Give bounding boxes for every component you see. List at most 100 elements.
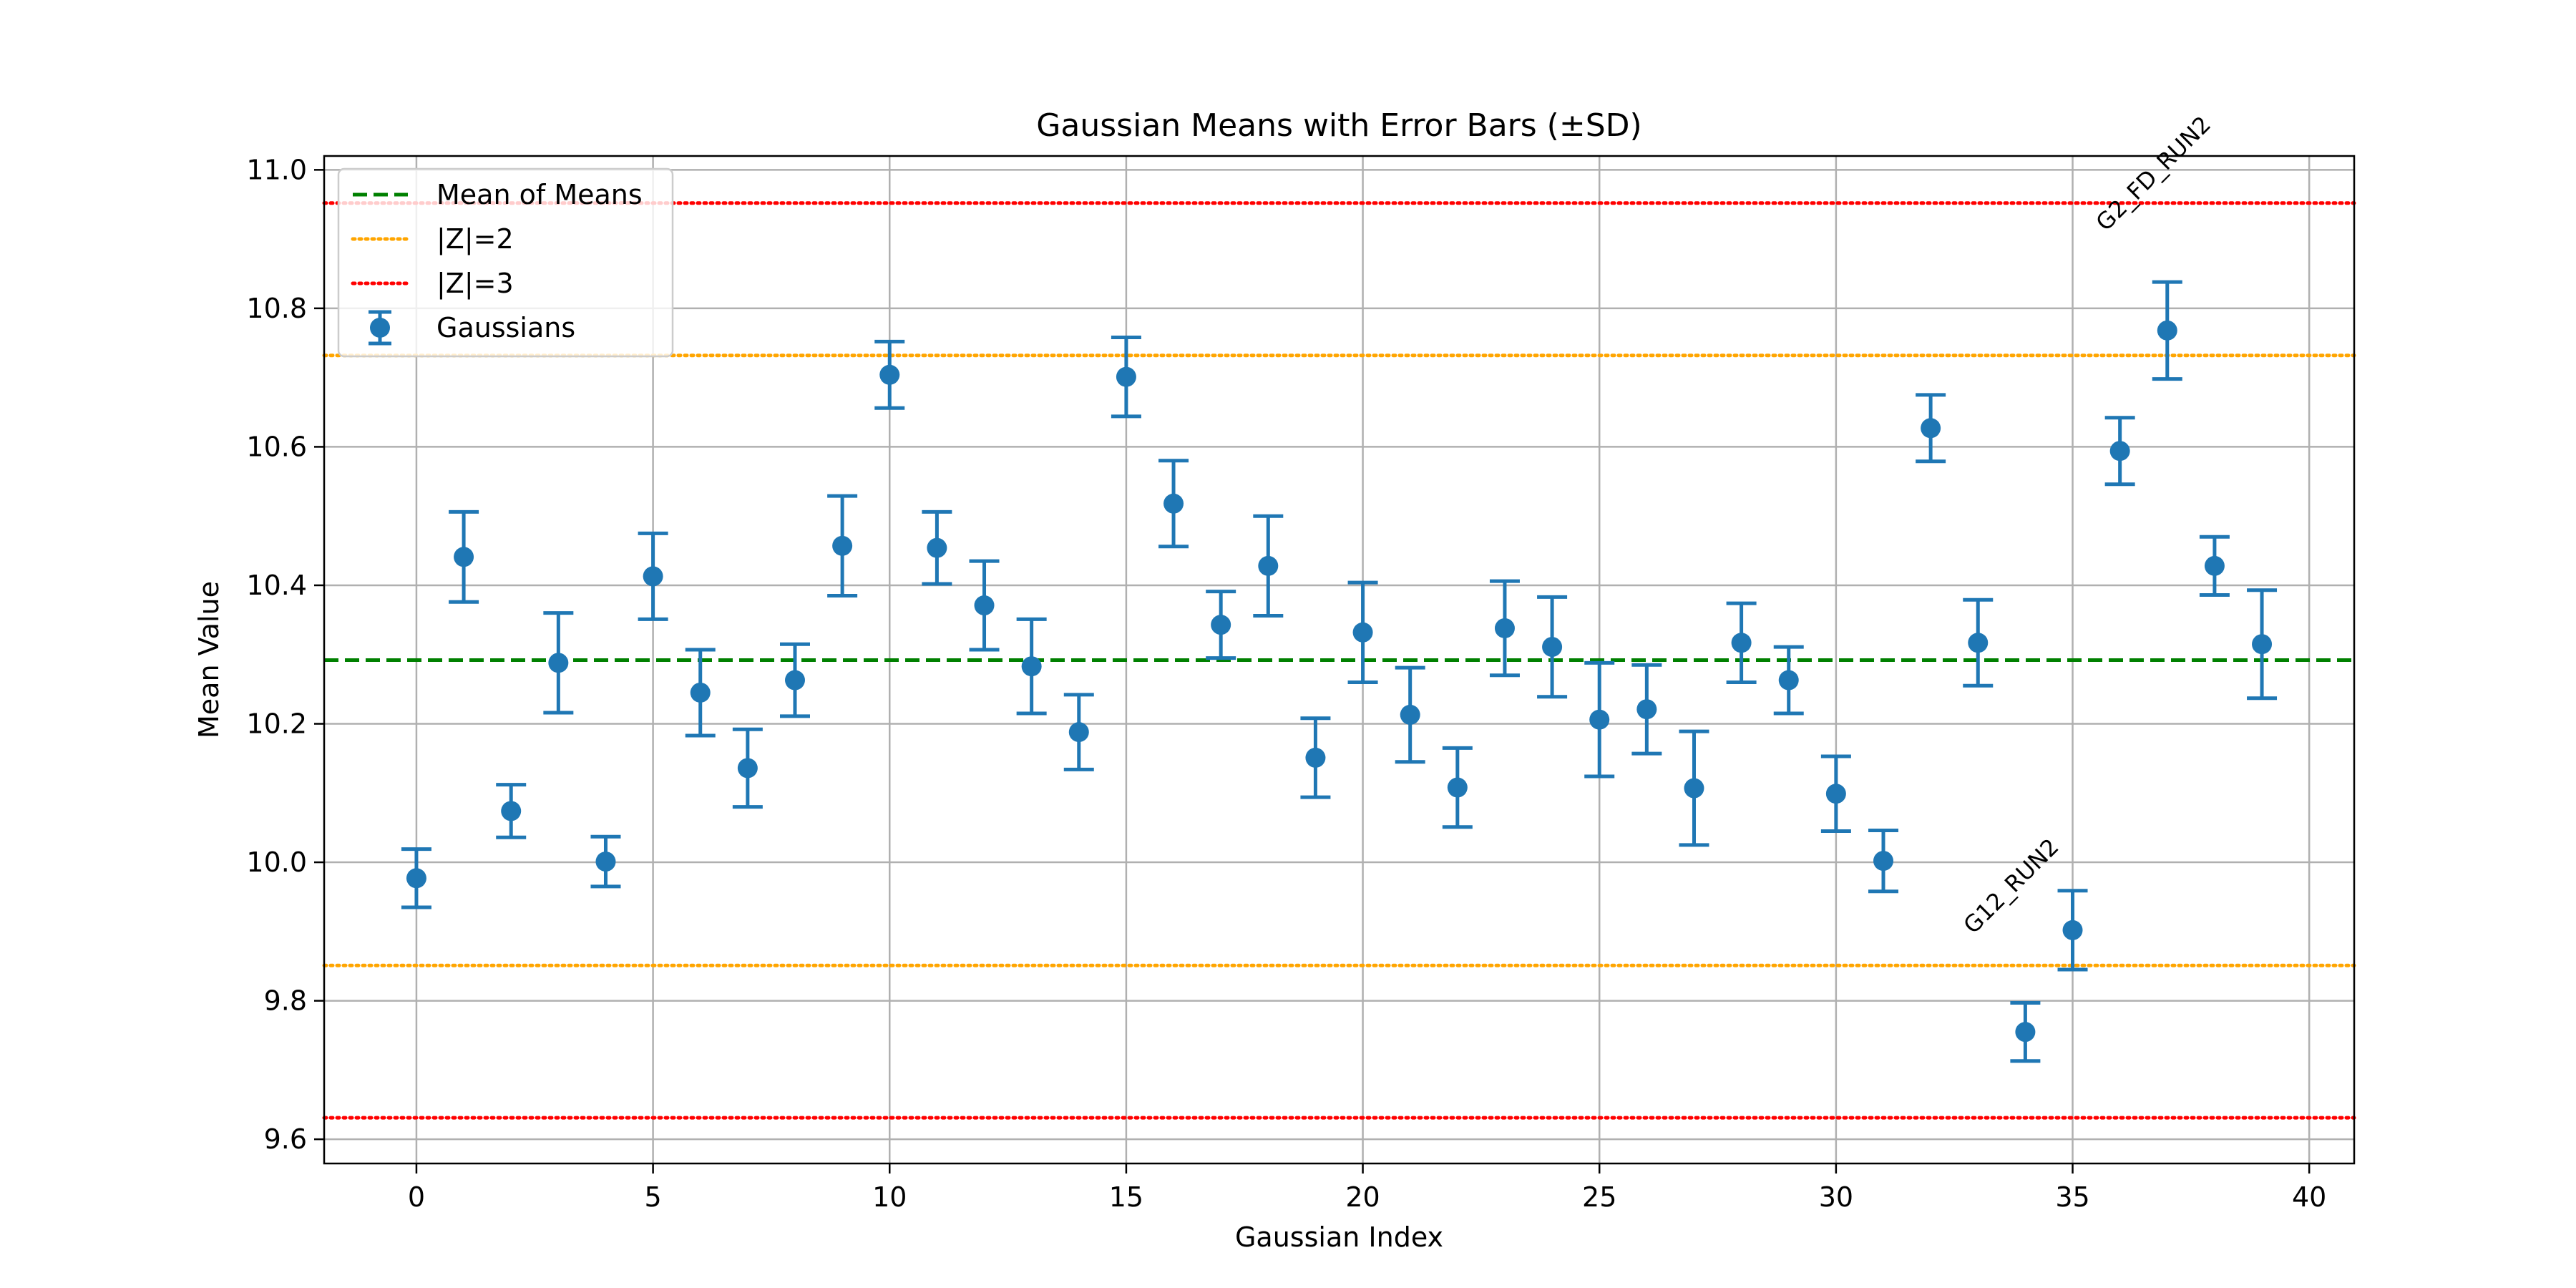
data-point-group — [874, 339, 905, 410]
data-point — [1873, 851, 1894, 872]
data-point-group — [1442, 746, 1473, 829]
data-point-group — [2010, 1000, 2041, 1063]
legend-box — [337, 167, 674, 358]
data-point-group — [969, 559, 1000, 652]
data-point — [454, 547, 474, 567]
data-point-group — [543, 611, 574, 715]
data-point — [1068, 722, 1089, 743]
legend-entry: Mean of Means — [353, 179, 643, 210]
data-point-group — [827, 494, 858, 597]
data-point — [1542, 637, 1563, 658]
data-point-group — [1868, 829, 1899, 894]
data-point — [1447, 777, 1468, 798]
y-tick-label: 10.0 — [246, 847, 307, 878]
data-point-group — [496, 783, 527, 839]
data-point — [2157, 320, 2177, 341]
data-point-group — [2104, 416, 2135, 487]
data-point-group — [1679, 729, 1709, 847]
data-point-group — [1584, 660, 1615, 779]
data-point-group — [1206, 590, 1236, 660]
data-point — [548, 653, 569, 673]
data-point — [1589, 709, 1610, 730]
data-point — [1352, 622, 1373, 643]
grid-layer — [324, 156, 2354, 1163]
legend-entry: |Z|=2 — [351, 223, 514, 255]
annotations-layer: G2_FD_RUN2 G12_RUN2 — [1958, 111, 2216, 940]
y-tick-label: 11.0 — [246, 154, 307, 185]
data-point — [1305, 747, 1326, 768]
data-layer — [401, 280, 2278, 1063]
legend-label: |Z|=3 — [436, 268, 514, 300]
data-point — [832, 535, 853, 556]
data-point — [1921, 418, 1941, 439]
data-point-group — [1489, 579, 1520, 678]
data-point — [406, 868, 426, 889]
data-point — [2204, 555, 2225, 576]
data-point-group — [1395, 665, 1425, 764]
data-point-group — [638, 531, 668, 621]
data-point — [2109, 441, 2130, 462]
legend-marker — [370, 318, 390, 338]
y-tick-label: 9.6 — [264, 1123, 307, 1155]
data-point-group — [1726, 601, 1757, 684]
data-point — [501, 801, 522, 821]
data-point-group — [732, 727, 763, 809]
legend: Mean of Means |Z|=2 |Z|=3 Gaussians — [337, 167, 674, 358]
data-point-group — [449, 509, 479, 604]
data-point — [2015, 1022, 2036, 1043]
ticks-layer: 0 5 10 15 20 25 30 35 40 9.6 9.8 10.0 10.2 10.4 10.6 10… — [246, 154, 2326, 1213]
data-point-group — [2152, 280, 2182, 381]
data-point — [1778, 670, 1799, 691]
data-point — [879, 364, 900, 385]
data-point-group — [2247, 588, 2278, 701]
data-point-group — [1773, 645, 1804, 716]
x-tick-label: 35 — [2055, 1181, 2089, 1213]
y-axis-label: Mean Value — [193, 581, 225, 738]
legend-label: |Z|=2 — [436, 223, 514, 255]
data-point-group — [1820, 754, 1851, 834]
data-point — [1825, 784, 1846, 804]
data-point — [784, 670, 805, 691]
annotation-label: G12_RUN2 — [1958, 833, 2064, 939]
x-tick-label: 15 — [1109, 1181, 1143, 1213]
x-axis-label: Gaussian Index — [1235, 1221, 1443, 1253]
data-point — [1968, 633, 1989, 653]
data-point-group — [1111, 336, 1141, 419]
data-point — [737, 758, 758, 779]
data-point — [927, 537, 947, 558]
data-point-group — [1631, 663, 1662, 756]
y-tick-label: 10.4 — [246, 570, 307, 601]
data-point — [643, 566, 663, 587]
x-tick-label: 10 — [872, 1181, 907, 1213]
y-tick-label: 10.8 — [246, 293, 307, 324]
x-tick-label: 20 — [1345, 1181, 1380, 1213]
data-point-group — [1963, 597, 1994, 688]
x-tick-label: 0 — [408, 1181, 425, 1213]
data-point-group — [779, 642, 810, 718]
data-point — [1636, 699, 1657, 720]
chart-title: Gaussian Means with Error Bars (±SD) — [1036, 107, 1641, 144]
x-tick-label: 30 — [1819, 1181, 1853, 1213]
legend-entry: |Z|=3 — [351, 268, 514, 300]
x-tick-label: 5 — [645, 1181, 662, 1213]
data-point — [1400, 704, 1420, 725]
data-point — [595, 852, 616, 872]
data-point-group — [590, 834, 621, 889]
legend-label: Mean of Means — [436, 179, 643, 210]
data-point — [1258, 555, 1279, 576]
data-point-group — [1347, 580, 1378, 684]
data-point-group — [1063, 693, 1094, 771]
data-point-group — [1253, 514, 1284, 618]
data-point-group — [2057, 889, 2088, 972]
data-point — [2062, 919, 2083, 940]
data-point — [1494, 618, 1515, 638]
plot-frame — [323, 155, 2356, 1165]
data-point-group — [1916, 393, 1946, 464]
data-point — [1021, 656, 1042, 677]
x-tick-label: 40 — [2292, 1181, 2326, 1213]
legend-entry: Gaussians — [369, 310, 575, 346]
data-point-group — [2199, 535, 2230, 597]
data-point — [1731, 633, 1752, 653]
data-point-group — [685, 648, 716, 738]
data-point — [1684, 778, 1704, 799]
